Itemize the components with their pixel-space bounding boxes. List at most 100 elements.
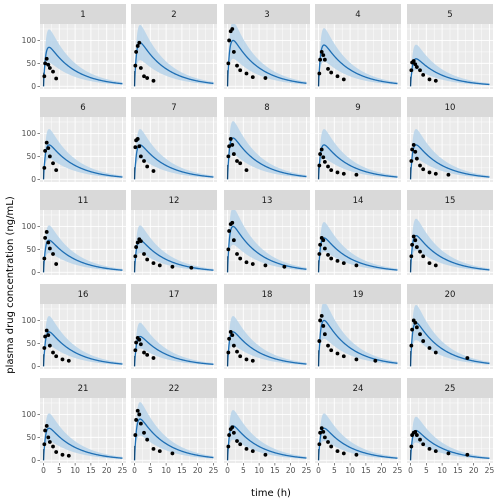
- observed-point: [326, 66, 330, 71]
- facet-strip-label: 2: [171, 10, 176, 20]
- observed-point: [238, 442, 243, 447]
- observed-point: [319, 147, 324, 152]
- observed-point: [151, 446, 156, 451]
- observed-point: [335, 258, 340, 263]
- observed-point: [157, 263, 162, 268]
- observed-point: [413, 149, 418, 154]
- observed-point: [244, 71, 249, 76]
- observed-point: [54, 354, 59, 359]
- observed-point: [133, 433, 138, 437]
- observed-point: [60, 452, 65, 457]
- observed-point: [135, 240, 140, 245]
- facet-strip-label: 8: [264, 103, 269, 113]
- observed-point: [238, 256, 243, 261]
- observed-point: [446, 172, 451, 177]
- y-tick-label: 50: [26, 339, 36, 348]
- gridlines: [315, 210, 401, 275]
- observed-point: [354, 263, 359, 268]
- observed-point: [433, 350, 438, 355]
- observed-point: [231, 238, 236, 243]
- facet-strip-label: 17: [169, 290, 180, 300]
- observed-point: [322, 332, 327, 337]
- y-tick-label: 100: [22, 410, 37, 419]
- observed-point: [250, 262, 255, 266]
- observed-point: [157, 449, 162, 454]
- observed-point: [244, 357, 249, 362]
- x-tick-label: 25: [118, 466, 128, 475]
- observed-point: [235, 252, 239, 256]
- facet-strip: [224, 97, 310, 117]
- observed-point: [414, 325, 419, 330]
- observed-point: [54, 262, 59, 266]
- observed-point: [326, 440, 330, 444]
- facet-strip: [40, 378, 126, 398]
- observed-point: [319, 426, 324, 431]
- facet-strip: [224, 190, 310, 210]
- observed-point: [319, 313, 324, 318]
- observed-point: [317, 252, 322, 256]
- observed-point: [317, 163, 322, 168]
- prediction-interval-ribbon: [227, 24, 307, 87]
- observed-point: [47, 66, 52, 70]
- observed-point: [329, 444, 334, 449]
- observed-point: [227, 144, 232, 149]
- facet-strip: [131, 378, 217, 398]
- facet-strip: [315, 4, 401, 24]
- facet-strip-label: 7: [171, 103, 176, 113]
- observed-point: [226, 61, 231, 66]
- observed-point: [317, 339, 322, 343]
- y-tick-label: 100: [22, 316, 37, 325]
- observed-point: [46, 146, 51, 151]
- observed-point: [318, 57, 323, 62]
- observed-point: [230, 220, 235, 225]
- observed-point: [421, 167, 426, 172]
- facet-panel-15: 15: [407, 190, 493, 275]
- observed-point: [226, 247, 231, 252]
- x-tick-label: 5: [57, 466, 62, 475]
- observed-point: [54, 450, 59, 454]
- observed-point: [238, 354, 243, 359]
- x-tick-label: 15: [453, 466, 463, 475]
- observed-point: [409, 68, 414, 73]
- observed-point: [354, 452, 359, 457]
- observed-point: [142, 74, 146, 79]
- observed-point: [134, 245, 139, 249]
- observed-point: [145, 352, 150, 357]
- facet-strip: [315, 378, 401, 398]
- observed-point: [231, 343, 236, 348]
- x-tick-label: 25: [393, 466, 403, 475]
- x-tick-label: 0: [225, 466, 230, 475]
- observed-point: [414, 156, 419, 161]
- observed-point: [51, 444, 55, 449]
- facet-panel-20: 20: [407, 284, 493, 369]
- y-tick-label: 0: [31, 268, 36, 277]
- observed-point: [135, 408, 140, 413]
- facet-panel-5: 5: [407, 4, 493, 89]
- x-tick-label: 5: [148, 466, 153, 475]
- observed-point: [421, 339, 426, 343]
- facet-strip: [224, 378, 310, 398]
- facet-panel-4: 4: [315, 4, 401, 89]
- x-tick-label: 15: [86, 466, 96, 475]
- x-tick-label: 20: [193, 466, 203, 475]
- facet-strip: [407, 378, 493, 398]
- observed-point: [134, 418, 139, 422]
- y-tick-label: 0: [31, 456, 36, 465]
- observed-point: [433, 171, 438, 176]
- observed-point: [54, 76, 59, 81]
- observed-point: [238, 68, 243, 73]
- median-prediction-line: [133, 144, 214, 180]
- facet-panel-11: 11 0 50 100: [22, 190, 126, 277]
- x-tick-label: 0: [408, 466, 413, 475]
- x-tick-label: 10: [70, 466, 80, 475]
- x-tick-label: 10: [254, 466, 264, 475]
- observed-point: [133, 348, 138, 353]
- observed-point: [335, 74, 340, 79]
- facet-strip-label: 5: [447, 10, 452, 20]
- observed-point: [47, 154, 52, 159]
- observed-point: [145, 257, 150, 262]
- facet-panel-12: 12: [131, 190, 217, 275]
- observed-point: [326, 252, 330, 257]
- observed-point: [228, 330, 233, 334]
- y-tick-label: 50: [26, 59, 36, 68]
